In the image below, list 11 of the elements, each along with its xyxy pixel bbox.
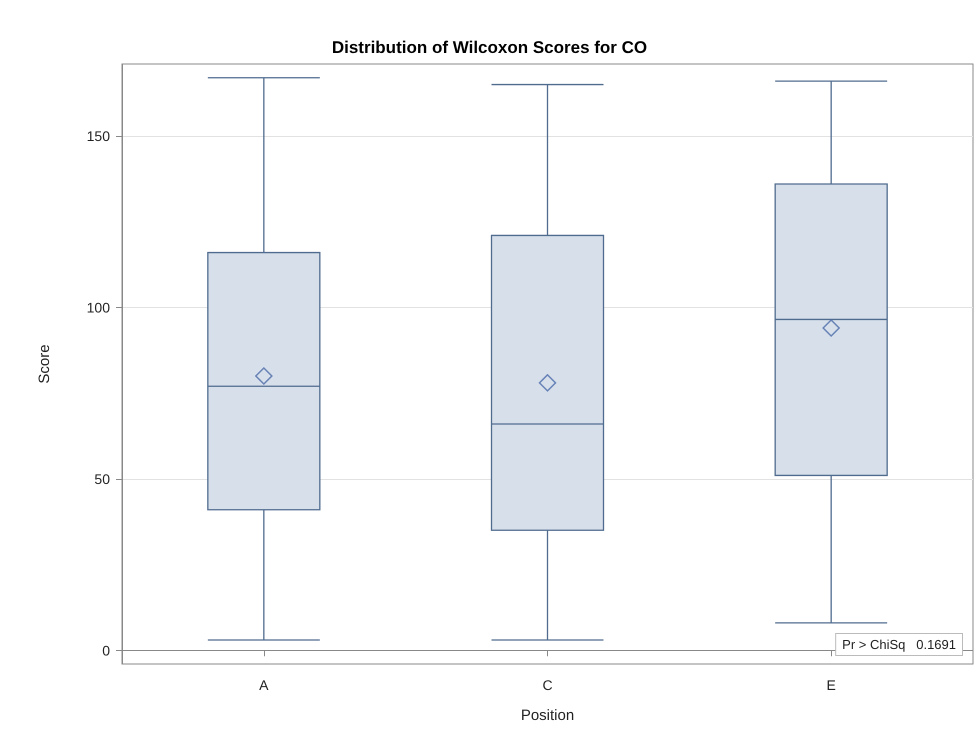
x-tick-label: E (826, 677, 836, 693)
x-tick-label: A (259, 677, 270, 693)
y-tick-label: 50 (94, 470, 110, 487)
x-axis-title: Position (520, 707, 574, 724)
y-tick-label: 100 (86, 299, 110, 316)
chart-title: Distribution of Wilcoxon Scores for CO (332, 38, 648, 57)
annotation: Pr > ChiSq 0.1691 (842, 637, 956, 652)
y-tick-label: 0 (102, 642, 110, 658)
y-axis-title: Score (36, 344, 53, 384)
y-tick-label: 150 (86, 128, 110, 144)
x-tick-label: C (542, 677, 553, 693)
